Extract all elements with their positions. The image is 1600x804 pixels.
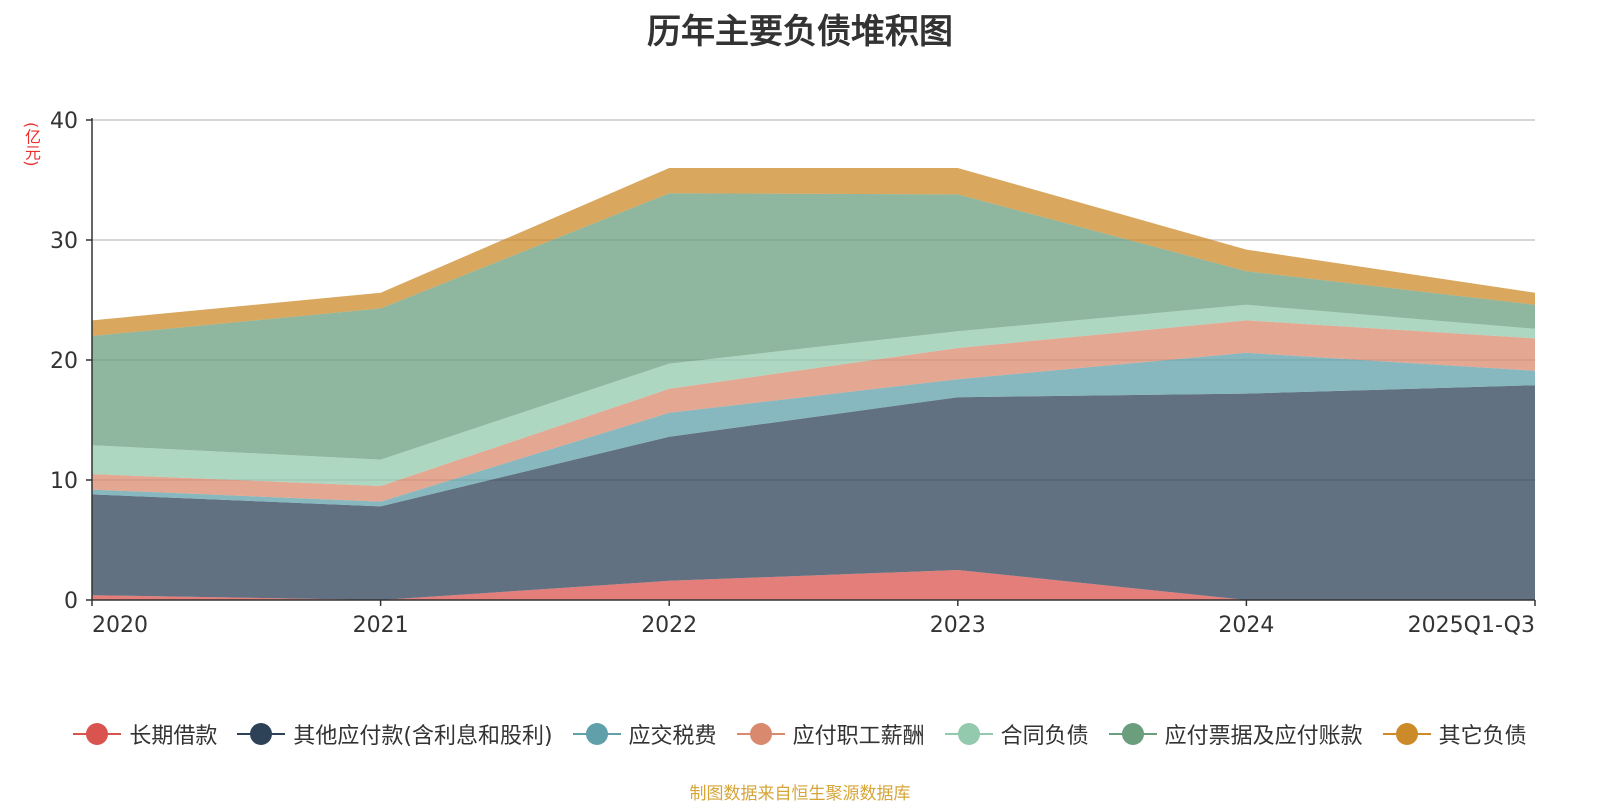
- legend: 长期借款 其他应付款(含利息和股利) 应交税费 应付职工薪酬 合同负债 应付票据及应付账款…: [0, 718, 1600, 750]
- legend-label: 应交税费: [628, 724, 717, 749]
- legend-item[interactable]: 合同负债: [944, 718, 1089, 750]
- x-tick-label: 2020: [92, 613, 148, 638]
- legend-marker-icon: [237, 721, 286, 747]
- legend-item[interactable]: 长期借款: [73, 718, 217, 750]
- data-source-note: 制图数据来自恒生聚源数据库: [689, 784, 911, 804]
- chart-title: 历年主要负债堆积图: [647, 12, 953, 52]
- legend-marker-icon: [1382, 721, 1431, 747]
- area-长期借款: [92, 570, 1535, 600]
- legend-marker-icon: [1108, 721, 1157, 747]
- area-series: [92, 168, 1535, 600]
- legend-label: 长期借款: [129, 724, 218, 749]
- y-tick-label: 40: [50, 109, 78, 134]
- area-应付职工薪酬: [92, 320, 1535, 502]
- area-应交税费: [92, 352, 1535, 507]
- legend-marker-icon: [736, 721, 785, 747]
- area-应付票据及应付账款: [92, 193, 1535, 460]
- x-tick-label: 2021: [353, 613, 409, 638]
- legend-label: 应付职工薪酬: [792, 724, 925, 749]
- y-tick-label: 30: [50, 229, 78, 254]
- x-tick-label: 2023: [930, 613, 986, 638]
- area-其他应付款(含利息和股利): [92, 385, 1535, 600]
- legend-item[interactable]: 应付票据及应付账款: [1108, 718, 1363, 750]
- y-tick-label: 20: [50, 349, 78, 374]
- x-tick-label: 2024: [1218, 613, 1274, 638]
- area-其它负债: [92, 168, 1535, 336]
- legend-marker-icon: [73, 721, 122, 747]
- legend-item[interactable]: 应付职工薪酬: [736, 718, 925, 750]
- legend-label: 其它负债: [1438, 724, 1527, 749]
- y-tick-label: 10: [50, 469, 78, 494]
- x-tick-label: 2025Q1-Q3: [1408, 613, 1535, 638]
- legend-item[interactable]: 应交税费: [572, 718, 717, 750]
- axes: 0 10 20 30 40 2020 2021 2022 2023 2024 2025Q1-Q3: [50, 109, 1536, 638]
- area-合同负债: [92, 304, 1535, 486]
- x-tick-label: 2022: [641, 613, 697, 638]
- y-tick-label: 0: [64, 589, 78, 614]
- y-axis-unit-label: (亿元): [22, 122, 41, 167]
- legend-marker-icon: [944, 721, 993, 747]
- legend-marker-icon: [572, 721, 621, 747]
- legend-label: 其他应付款(含利息和股利): [293, 724, 553, 749]
- legend-item[interactable]: 其它负债: [1382, 718, 1527, 750]
- legend-label: 合同负债: [1000, 724, 1089, 749]
- legend-item[interactable]: 其他应付款(含利息和股利): [237, 718, 553, 750]
- legend-label: 应付票据及应付账款: [1164, 724, 1363, 749]
